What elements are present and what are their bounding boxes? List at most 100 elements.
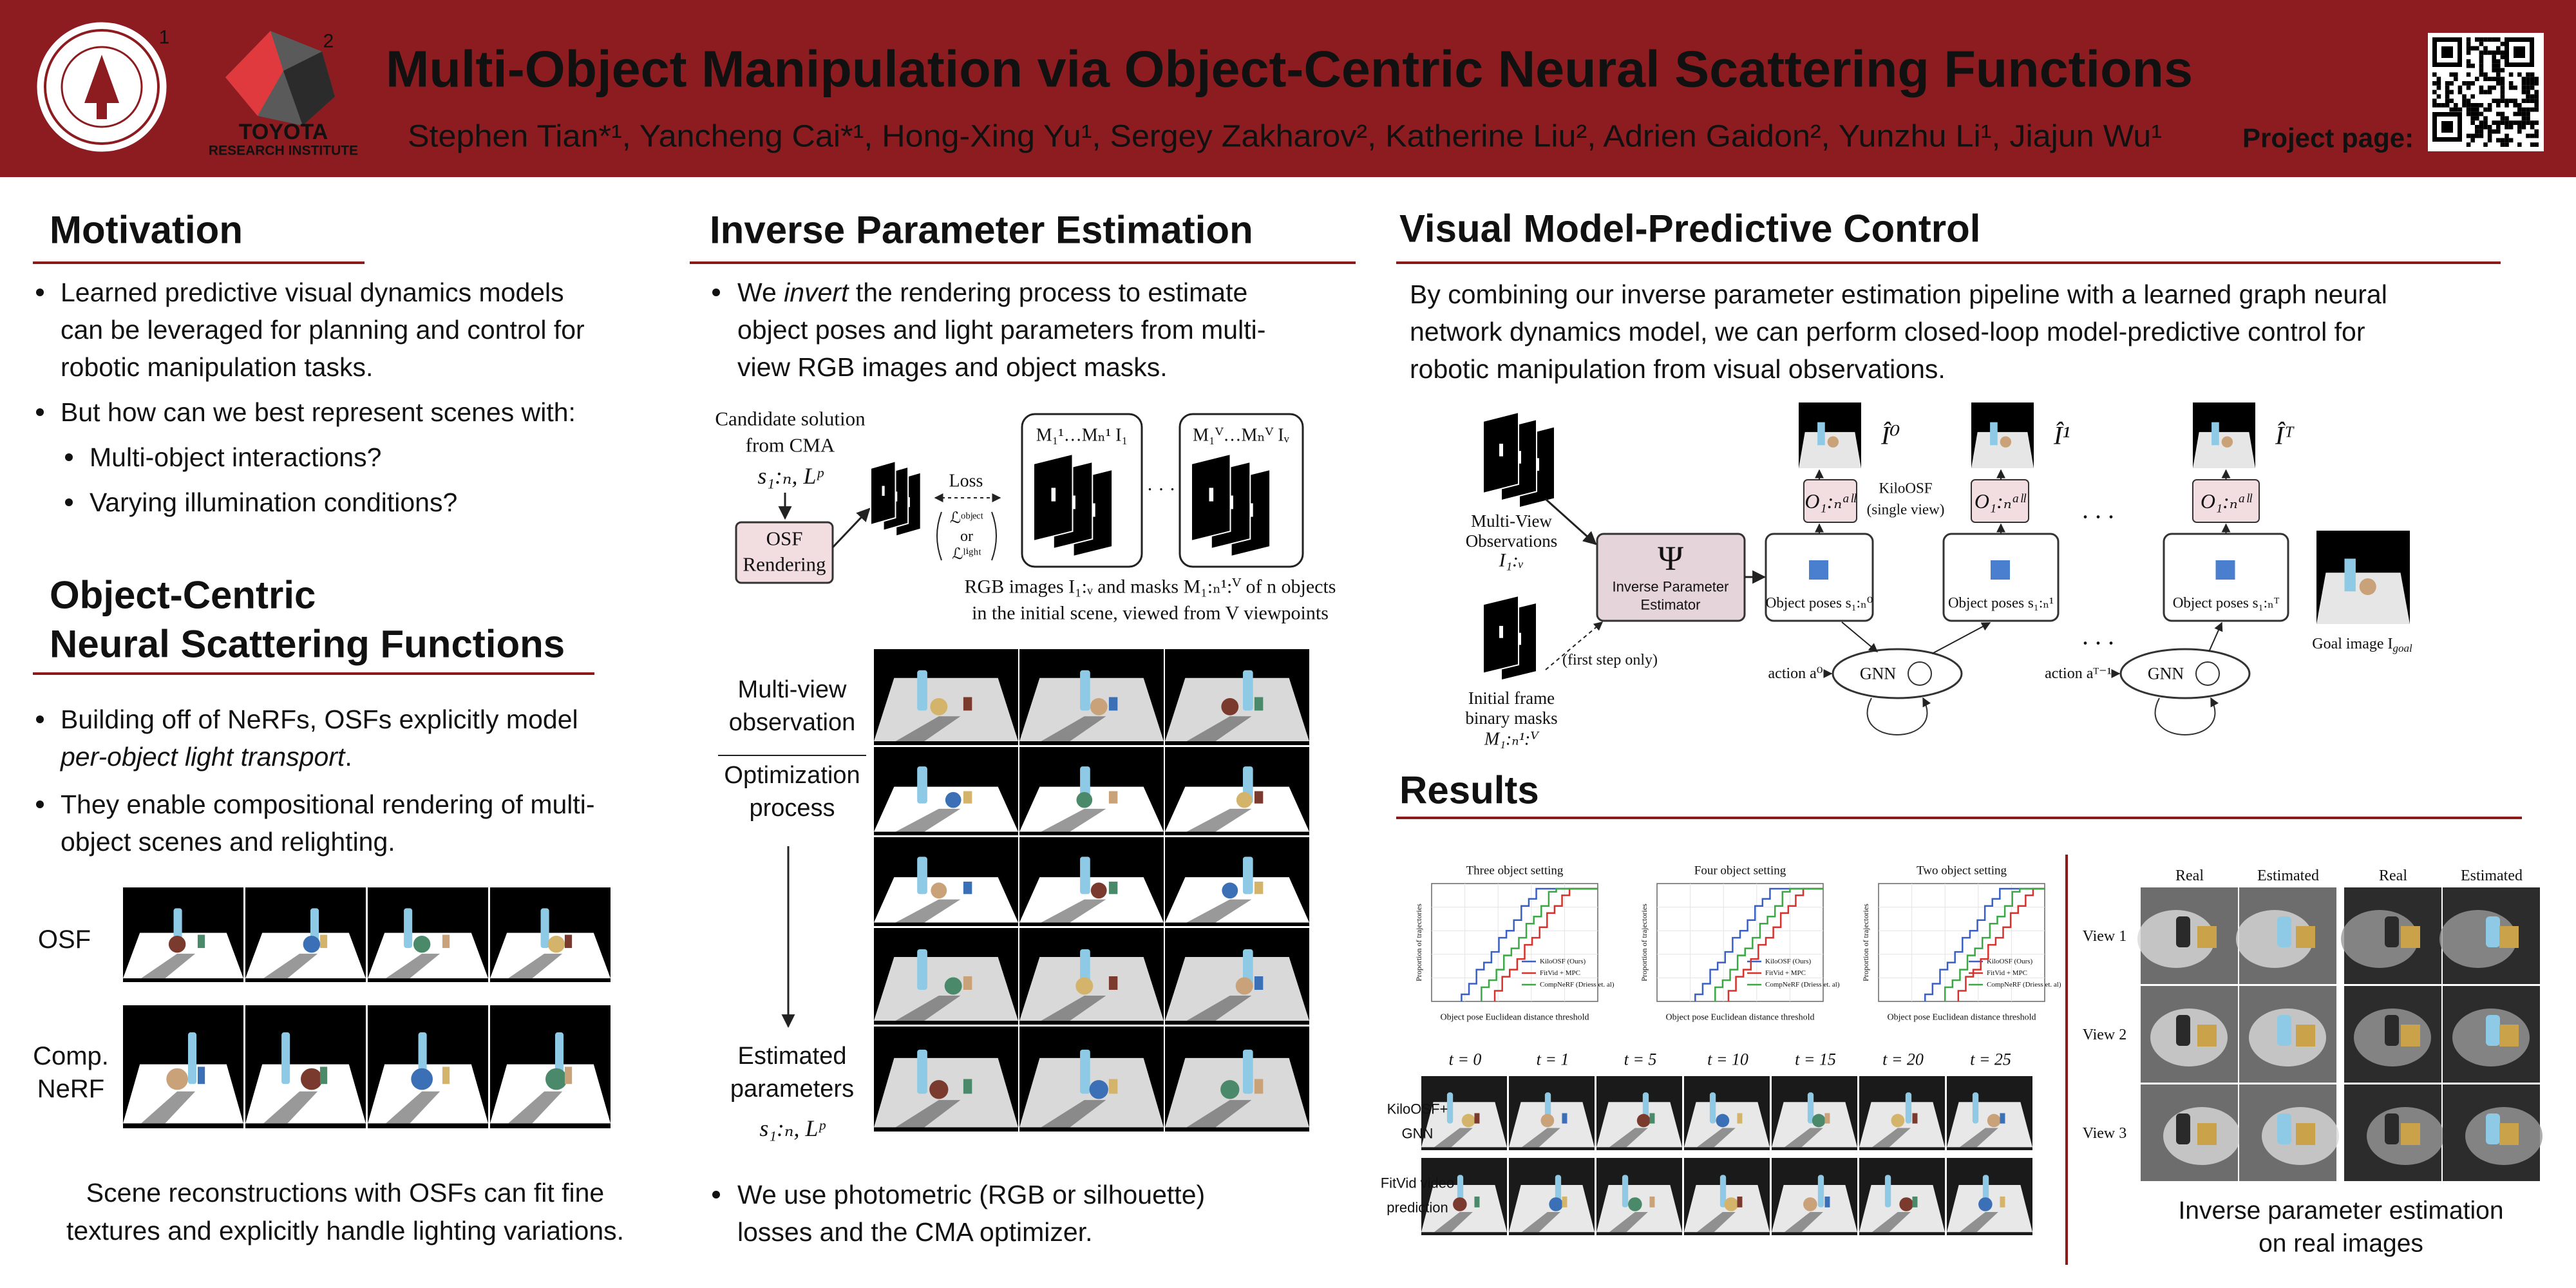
ellipsis: . . . [2082, 621, 2114, 650]
qr-module [2530, 81, 2535, 86]
qr-module [2479, 50, 2484, 55]
scene-shadow [1041, 1100, 1106, 1128]
qr-module [2441, 103, 2445, 108]
timestep-label: t = 25 [1970, 1050, 2011, 1069]
qr-module [2487, 77, 2492, 81]
qr-module [2530, 142, 2535, 147]
scene-object [945, 791, 961, 808]
scene-object [917, 670, 927, 711]
qr-module [2496, 72, 2501, 77]
osf-box [1971, 479, 2029, 523]
qr-module [2462, 99, 2467, 103]
stage-label: Multi-view [738, 676, 847, 703]
scene-object [1824, 1197, 1830, 1208]
section-heading: Motivation [50, 209, 243, 252]
scene-object [1912, 1197, 1918, 1208]
qr-module [2470, 46, 2475, 51]
scene-object [564, 1066, 573, 1084]
mask-blob [1229, 495, 1233, 509]
qr-module [2505, 138, 2509, 143]
mask-blob [882, 486, 885, 496]
diagram-math: M₁:ₙ¹:ⱽ [1484, 730, 1540, 750]
tri-logo-mark [225, 31, 283, 116]
scene-shadow [895, 716, 961, 742]
frame-label: M₁¹…Mₙ¹ I₁ [1036, 426, 1128, 446]
y-axis-label: Proportion of trajectories [1414, 904, 1423, 981]
scene-object [442, 1066, 450, 1084]
qr-module [2505, 125, 2509, 129]
scene-object [1972, 1092, 1979, 1124]
scene-object [442, 934, 450, 949]
gnn-icon [1908, 661, 1932, 686]
qr-module [2479, 59, 2484, 64]
scene-object [2197, 1025, 2217, 1046]
x-axis-label: Object pose Euclidean distance threshold [1441, 1013, 1589, 1023]
qr-finder [2441, 121, 2453, 133]
scene-shadow [1434, 1128, 1473, 1148]
qr-module [2521, 107, 2526, 112]
loss-term: or [960, 528, 973, 545]
qr-module [2526, 133, 2530, 138]
qr-module [2517, 107, 2522, 112]
section-heading: Inverse Parameter Estimation [710, 209, 1253, 252]
plot-curve [1481, 887, 1598, 1001]
qr-module [2492, 63, 2496, 68]
qr-module [2462, 103, 2467, 108]
diagram-math: s₁:ₙ, Lᵖ [759, 1115, 826, 1141]
view-label: View 2 [2083, 1027, 2127, 1043]
qr-module [2475, 116, 2479, 121]
scene-floor [1799, 431, 1861, 468]
goal-label: Goal image Igoal [2312, 636, 2412, 654]
scene-object [1090, 882, 1107, 899]
diagram-label: KiloOSF [1879, 480, 1932, 497]
qr-module [2526, 94, 2530, 99]
column-header: Real [2175, 867, 2204, 884]
gnn-node [1832, 648, 1963, 699]
plot-curve [1493, 887, 1598, 1001]
logo-text: RESEARCH INSTITUTE [209, 144, 358, 158]
row-label: prediction [1387, 1200, 1448, 1216]
render-box [735, 521, 834, 584]
qr-module [2454, 77, 2458, 81]
scene-shadow [895, 1100, 961, 1128]
mask-blob [1209, 488, 1214, 502]
mask-blob [1249, 503, 1253, 517]
qr-module [2492, 85, 2496, 90]
scene-object [1080, 670, 1090, 711]
scene-object [1090, 697, 1108, 715]
stage-label: process [749, 795, 835, 822]
qr-module [2513, 99, 2517, 103]
qr-module [2526, 77, 2530, 81]
figure-caption: Scene reconstructions with OSFs can fit … [86, 1178, 604, 1208]
qr-module [2454, 107, 2458, 112]
qr-module [2500, 41, 2505, 46]
qr-module [2534, 81, 2539, 86]
scene-object [1235, 977, 1253, 995]
scene-shadow [1784, 1128, 1823, 1148]
qr-module [2454, 72, 2458, 77]
qr-module [2526, 111, 2530, 117]
scene-shadow [1609, 1128, 1648, 1148]
qr-module [2496, 50, 2501, 55]
scene-object [1709, 1092, 1716, 1124]
qr-module [2432, 99, 2437, 103]
qr-module [2500, 68, 2505, 73]
bullet-dot [65, 498, 73, 506]
paragraph: By combining our inverse parameter estim… [1410, 279, 2387, 309]
scene-object [930, 697, 948, 715]
scene-object [963, 976, 972, 990]
legend-entry: KiloOSF (Ours) [1765, 958, 1812, 965]
scene-object [303, 935, 321, 953]
bullet-dot [712, 1191, 720, 1198]
qr-module [2513, 120, 2517, 125]
qr-module [2470, 120, 2475, 125]
scene-object [1649, 1113, 1655, 1124]
scene-object [2401, 1123, 2420, 1145]
scene-object [1978, 1197, 1993, 1211]
qr-module [2449, 81, 2454, 86]
scene-shadow [1041, 899, 1106, 923]
qr-module [2470, 111, 2475, 117]
bullet-text: robotic manipulation tasks. [61, 352, 373, 382]
timestep-label: t = 0 [1449, 1050, 1482, 1069]
scene-object [1474, 1113, 1480, 1124]
